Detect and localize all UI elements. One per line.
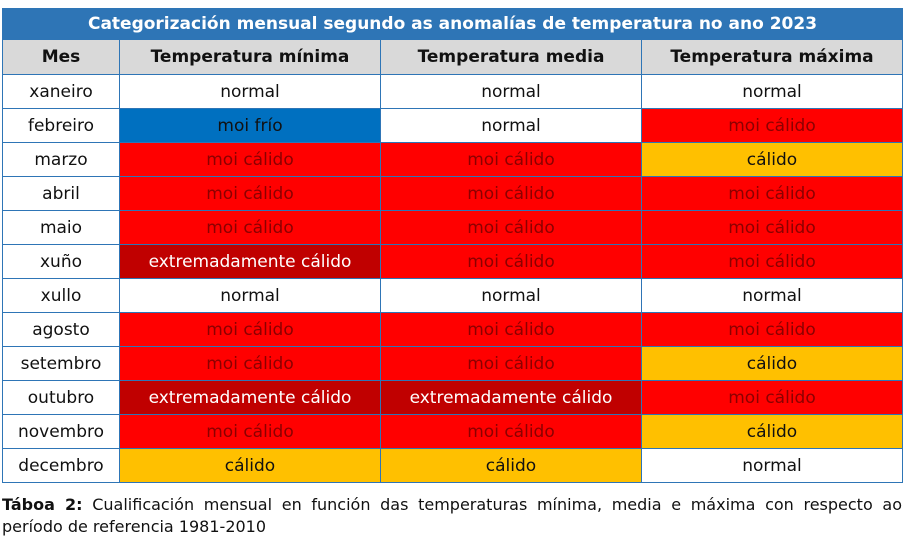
header-max-temp: Temperatura máxima: [642, 40, 903, 75]
month-cell: abril: [3, 177, 120, 211]
caption-text: Cualificación mensual en función das tem…: [2, 495, 902, 536]
month-cell: xullo: [3, 279, 120, 313]
min-temp-cell: moi cálido: [120, 313, 381, 347]
max-temp-cell: moi cálido: [642, 313, 903, 347]
table-row: febreiro moi frío normal moi cálido: [3, 109, 903, 143]
table-row: decembro cálido cálido normal: [3, 449, 903, 483]
mean-temp-cell: normal: [381, 279, 642, 313]
table-row: agosto moi cálido moi cálido moi cálido: [3, 313, 903, 347]
header-row: Mes Temperatura mínima Temperatura media…: [3, 40, 903, 75]
month-cell: xaneiro: [3, 75, 120, 109]
min-temp-cell: moi frío: [120, 109, 381, 143]
mean-temp-cell: moi cálido: [381, 143, 642, 177]
min-temp-cell: moi cálido: [120, 347, 381, 381]
header-month: Mes: [3, 40, 120, 75]
mean-temp-cell: extremadamente cálido: [381, 381, 642, 415]
max-temp-cell: normal: [642, 75, 903, 109]
max-temp-cell: moi cálido: [642, 381, 903, 415]
mean-temp-cell: moi cálido: [381, 177, 642, 211]
temperature-category-table: Categorización mensual segundo as anomal…: [2, 8, 903, 483]
mean-temp-cell: moi cálido: [381, 211, 642, 245]
max-temp-cell: cálido: [642, 347, 903, 381]
month-cell: maio: [3, 211, 120, 245]
max-temp-cell: normal: [642, 449, 903, 483]
min-temp-cell: moi cálido: [120, 143, 381, 177]
min-temp-cell: cálido: [120, 449, 381, 483]
mean-temp-cell: moi cálido: [381, 313, 642, 347]
month-cell: febreiro: [3, 109, 120, 143]
header-min-temp: Temperatura mínima: [120, 40, 381, 75]
table-row: xuño extremadamente cálido moi cálido moi c…: [3, 245, 903, 279]
month-cell: outubro: [3, 381, 120, 415]
max-temp-cell: normal: [642, 279, 903, 313]
month-cell: decembro: [3, 449, 120, 483]
month-cell: novembro: [3, 415, 120, 449]
mean-temp-cell: normal: [381, 109, 642, 143]
min-temp-cell: normal: [120, 75, 381, 109]
mean-temp-cell: moi cálido: [381, 245, 642, 279]
mean-temp-cell: moi cálido: [381, 415, 642, 449]
min-temp-cell: moi cálido: [120, 177, 381, 211]
table-row: xaneiro normal normal normal: [3, 75, 903, 109]
table-body: xaneiro normal normal normal febreiro moi frí…: [3, 75, 903, 483]
month-cell: marzo: [3, 143, 120, 177]
table-title: Categorización mensual segundo as anomal…: [3, 9, 903, 40]
min-temp-cell: moi cálido: [120, 415, 381, 449]
caption-label: Táboa 2:: [2, 495, 83, 514]
table-row: novembro moi cálido moi cálido cálido: [3, 415, 903, 449]
table-row: setembro moi cálido moi cálido cálido: [3, 347, 903, 381]
mean-temp-cell: cálido: [381, 449, 642, 483]
table-caption: Táboa 2: Cualificación mensual en funció…: [2, 494, 902, 538]
table-row: abril moi cálido moi cálido moi cálido: [3, 177, 903, 211]
table-row: outubro extremadamente cálido extremadamen…: [3, 381, 903, 415]
max-temp-cell: cálido: [642, 415, 903, 449]
min-temp-cell: normal: [120, 279, 381, 313]
max-temp-cell: moi cálido: [642, 109, 903, 143]
max-temp-cell: moi cálido: [642, 177, 903, 211]
month-cell: setembro: [3, 347, 120, 381]
month-cell: xuño: [3, 245, 120, 279]
header-mean-temp: Temperatura media: [381, 40, 642, 75]
table-row: xullo normal normal normal: [3, 279, 903, 313]
min-temp-cell: moi cálido: [120, 211, 381, 245]
mean-temp-cell: moi cálido: [381, 347, 642, 381]
min-temp-cell: extremadamente cálido: [120, 381, 381, 415]
max-temp-cell: moi cálido: [642, 211, 903, 245]
mean-temp-cell: normal: [381, 75, 642, 109]
max-temp-cell: moi cálido: [642, 245, 903, 279]
min-temp-cell: extremadamente cálido: [120, 245, 381, 279]
max-temp-cell: cálido: [642, 143, 903, 177]
month-cell: agosto: [3, 313, 120, 347]
table-row: maio moi cálido moi cálido moi cálido: [3, 211, 903, 245]
table-row: marzo moi cálido moi cálido cálido: [3, 143, 903, 177]
